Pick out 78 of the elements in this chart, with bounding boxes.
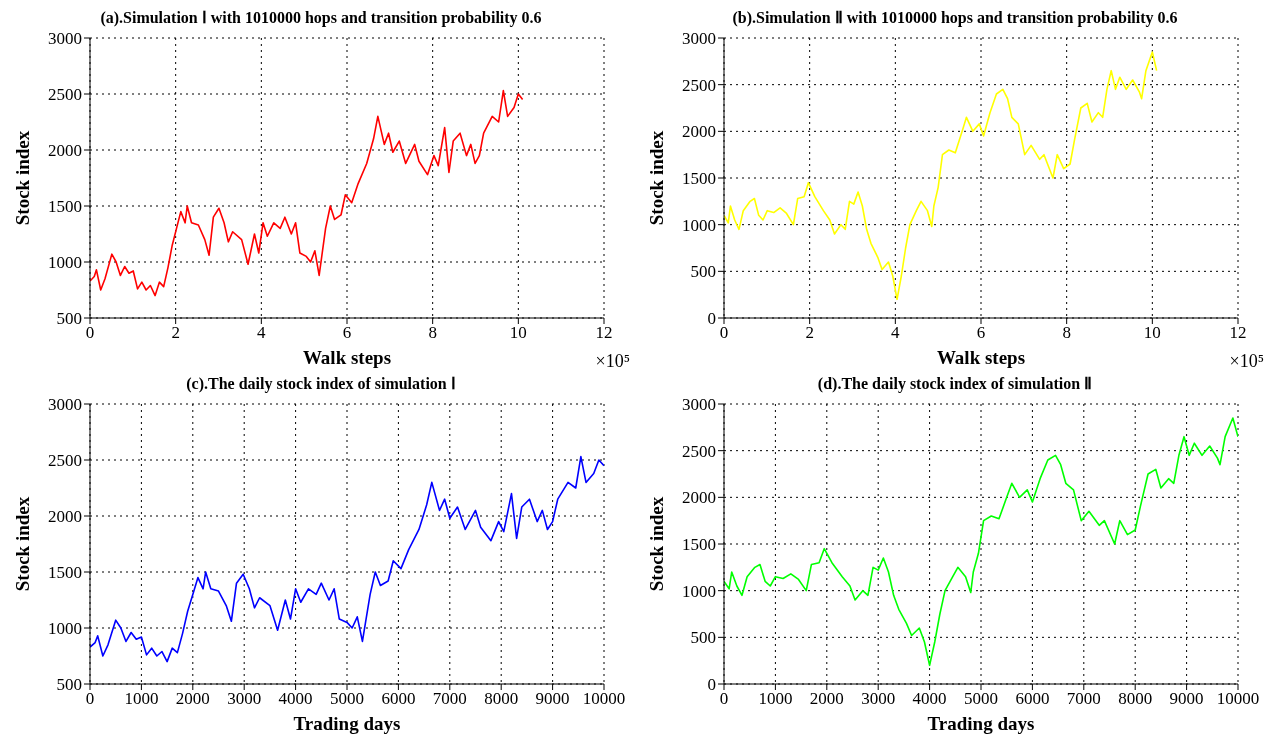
y-tick-label: 3000 bbox=[682, 395, 716, 415]
x-tick-label: 6000 bbox=[1015, 689, 1050, 709]
y-tick-label: 2000 bbox=[48, 141, 82, 161]
chart-title: (c).The daily stock index of simulation Ⅰ bbox=[185, 374, 457, 395]
x-tick-label: 4 bbox=[891, 323, 901, 343]
x-tick-label: 2000 bbox=[175, 689, 210, 709]
x-axis-title: Trading days bbox=[927, 713, 1035, 734]
x-tick-label: 12 bbox=[1229, 323, 1247, 343]
x-tick-label: 3000 bbox=[861, 689, 896, 709]
y-tick-label: 1000 bbox=[48, 253, 82, 273]
y-tick-label: 2000 bbox=[682, 488, 716, 508]
line-series bbox=[90, 89, 524, 297]
x-tick-label: 6000 bbox=[381, 689, 416, 709]
y-tick-label: 2500 bbox=[682, 441, 716, 461]
line-series bbox=[724, 51, 1158, 301]
x-tick-label: 4 bbox=[257, 323, 267, 343]
x-tick-label: 8 bbox=[428, 323, 437, 343]
x-axis-title: Trading days bbox=[293, 713, 401, 734]
x-tick-label: 4000 bbox=[278, 689, 313, 709]
y-tick-label: 2500 bbox=[682, 75, 716, 95]
y-tick-label: 0 bbox=[707, 309, 716, 329]
y-tick-label: 3000 bbox=[48, 29, 82, 49]
y-tick-label: 1500 bbox=[48, 197, 82, 217]
x-tick-label: 9000 bbox=[535, 689, 570, 709]
x-tick-label: 2 bbox=[805, 323, 814, 343]
y-tick-label: 2000 bbox=[682, 122, 716, 142]
y-tick-label: 1500 bbox=[682, 169, 716, 189]
x-tick-label: 1000 bbox=[758, 689, 793, 709]
line-series bbox=[724, 417, 1238, 667]
x-tick-label: 9000 bbox=[1169, 689, 1204, 709]
y-axis-title: Stock index bbox=[11, 496, 33, 592]
y-axis-title: Stock index bbox=[645, 496, 667, 592]
x-tick-label: 5000 bbox=[330, 689, 364, 709]
x-tick-label: 10 bbox=[1143, 323, 1161, 343]
chart-title: (a).Simulation Ⅰ with 1010000 hops and transition probability 0.6 bbox=[99, 8, 543, 29]
y-tick-label: 2000 bbox=[48, 507, 82, 527]
chart-title: (d).The daily stock index of simulation Ⅱ bbox=[816, 374, 1094, 395]
y-tick-label: 3000 bbox=[48, 395, 82, 415]
x-tick-label: 1000 bbox=[124, 689, 159, 709]
line-series bbox=[90, 455, 604, 663]
x-tick-label: 7000 bbox=[432, 689, 467, 709]
x-axis-title: Walk steps bbox=[302, 347, 392, 368]
x-tick-label: 10 bbox=[509, 323, 527, 343]
y-tick-label: 1000 bbox=[682, 581, 716, 601]
x-tick-label: 4000 bbox=[912, 689, 947, 709]
x-tick-label: 0 bbox=[85, 689, 95, 709]
chart-title: (b).Simulation Ⅱ with 1010000 hops and transition probability 0.6 bbox=[731, 8, 1179, 29]
y-axis-title: Stock index bbox=[645, 130, 667, 226]
x-tick-label: 2 bbox=[171, 323, 180, 343]
x-tick-label: 8000 bbox=[484, 689, 519, 709]
y-tick-label: 1500 bbox=[48, 563, 82, 583]
x-tick-label: 0 bbox=[85, 323, 95, 343]
x-tick-label: 5000 bbox=[964, 689, 998, 709]
y-tick-label: 500 bbox=[690, 262, 716, 282]
y-tick-label: 1000 bbox=[48, 619, 82, 639]
x-tick-label: 2000 bbox=[809, 689, 844, 709]
x-tick-label: 8000 bbox=[1118, 689, 1153, 709]
x-tick-label: 6 bbox=[342, 323, 352, 343]
y-tick-label: 3000 bbox=[682, 29, 716, 49]
text: ×10⁵ bbox=[1229, 351, 1264, 372]
y-tick-label: 0 bbox=[707, 675, 716, 695]
x-tick-label: 10000 bbox=[582, 689, 626, 709]
x-tick-label: 10000 bbox=[1216, 689, 1260, 709]
x-tick-label: 8 bbox=[1062, 323, 1071, 343]
y-tick-label: 2500 bbox=[48, 85, 82, 105]
y-tick-label: 2500 bbox=[48, 451, 82, 471]
y-tick-label: 500 bbox=[56, 675, 82, 695]
x-tick-label: 6 bbox=[976, 323, 986, 343]
y-tick-label: 1000 bbox=[682, 215, 716, 235]
x-tick-label: 7000 bbox=[1066, 689, 1101, 709]
y-tick-label: 500 bbox=[56, 309, 82, 329]
text: ×10⁵ bbox=[595, 351, 630, 372]
x-tick-label: 12 bbox=[595, 323, 613, 343]
y-axis-title: Stock index bbox=[11, 130, 33, 226]
x-axis-title: Walk steps bbox=[936, 347, 1026, 368]
x-tick-label: 3000 bbox=[227, 689, 262, 709]
y-tick-label: 500 bbox=[690, 628, 716, 648]
y-tick-label: 1500 bbox=[682, 535, 716, 555]
